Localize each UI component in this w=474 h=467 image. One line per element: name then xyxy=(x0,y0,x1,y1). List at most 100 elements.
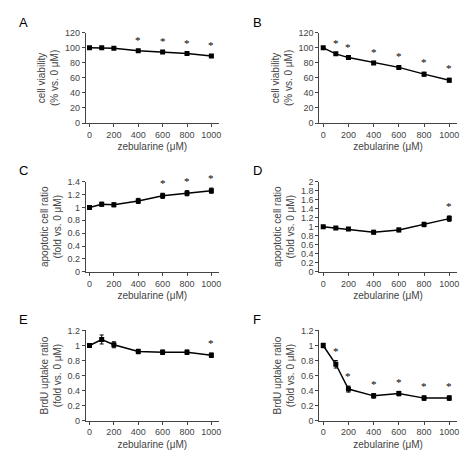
svg-text:apoptotic cell ratio(fold vs.: apoptotic cell ratio(fold vs. 0 μM) xyxy=(272,186,296,267)
svg-text:400: 400 xyxy=(131,130,146,140)
svg-text:*: * xyxy=(345,370,351,382)
svg-text:*: * xyxy=(371,46,377,58)
svg-text:0.2: 0.2 xyxy=(68,254,81,264)
svg-text:100: 100 xyxy=(299,43,314,53)
svg-text:0.8: 0.8 xyxy=(301,231,314,241)
svg-text:cell viability(% vs. 0 μM): cell viability(% vs. 0 μM) xyxy=(36,50,60,106)
svg-text:*: * xyxy=(160,177,166,189)
svg-text:80: 80 xyxy=(70,58,80,68)
svg-text:0: 0 xyxy=(87,427,92,437)
svg-text:BrdU uptake ratio(fold vs. 0 μ: BrdU uptake ratio(fold vs. 0 μM) xyxy=(272,336,296,414)
svg-text:600: 600 xyxy=(155,130,170,140)
svg-text:*: * xyxy=(345,41,351,53)
svg-text:100: 100 xyxy=(65,43,80,53)
svg-text:0.4: 0.4 xyxy=(301,386,314,396)
svg-text:*: * xyxy=(371,378,377,390)
svg-text:1000: 1000 xyxy=(201,279,221,289)
svg-text:0: 0 xyxy=(87,279,92,289)
svg-text:F: F xyxy=(253,312,261,327)
svg-text:1: 1 xyxy=(75,341,80,351)
svg-text:0.2: 0.2 xyxy=(301,401,314,411)
svg-text:0: 0 xyxy=(75,267,80,277)
svg-text:*: * xyxy=(333,345,339,357)
svg-text:1.2: 1.2 xyxy=(301,326,314,336)
svg-text:600: 600 xyxy=(391,279,406,289)
svg-text:*: * xyxy=(421,56,427,68)
svg-text:0.4: 0.4 xyxy=(68,386,81,396)
svg-text:2: 2 xyxy=(309,177,314,187)
svg-text:200: 200 xyxy=(106,427,121,437)
svg-text:800: 800 xyxy=(417,279,432,289)
svg-text:cell viability(% vs. 0 μM): cell viability(% vs. 0 μM) xyxy=(270,50,294,106)
svg-text:0.4: 0.4 xyxy=(68,241,81,251)
svg-text:0.6: 0.6 xyxy=(301,240,314,250)
svg-text:0.6: 0.6 xyxy=(68,228,81,238)
svg-text:800: 800 xyxy=(417,130,432,140)
svg-text:zebularine (μM): zebularine (μM) xyxy=(117,290,187,301)
svg-text:0: 0 xyxy=(87,130,92,140)
svg-text:1.2: 1.2 xyxy=(68,190,81,200)
svg-text:0.8: 0.8 xyxy=(68,356,81,366)
svg-text:120: 120 xyxy=(65,28,80,38)
svg-text:*: * xyxy=(160,35,166,47)
svg-text:800: 800 xyxy=(179,279,194,289)
svg-text:40: 40 xyxy=(70,88,80,98)
svg-text:800: 800 xyxy=(417,427,432,437)
svg-text:1000: 1000 xyxy=(439,279,459,289)
svg-text:*: * xyxy=(396,50,402,62)
svg-text:1: 1 xyxy=(75,203,80,213)
svg-text:1.2: 1.2 xyxy=(301,213,314,223)
svg-text:*: * xyxy=(208,39,214,51)
svg-text:1: 1 xyxy=(309,341,314,351)
svg-text:600: 600 xyxy=(391,427,406,437)
svg-text:BrdU uptake ratio(fold vs. 0 μ: BrdU uptake ratio(fold vs. 0 μM) xyxy=(39,336,63,414)
svg-text:600: 600 xyxy=(155,427,170,437)
svg-text:1000: 1000 xyxy=(201,427,221,437)
svg-text:600: 600 xyxy=(391,130,406,140)
svg-text:0: 0 xyxy=(321,427,326,437)
svg-text:D: D xyxy=(253,163,262,178)
svg-text:400: 400 xyxy=(366,130,381,140)
svg-text:0: 0 xyxy=(309,267,314,277)
svg-text:*: * xyxy=(446,380,452,392)
svg-text:0.8: 0.8 xyxy=(68,215,81,225)
svg-text:40: 40 xyxy=(304,88,314,98)
svg-text:zebularine (μM): zebularine (μM) xyxy=(353,141,423,152)
svg-text:1000: 1000 xyxy=(439,130,459,140)
svg-text:0.6: 0.6 xyxy=(68,371,81,381)
svg-text:400: 400 xyxy=(131,279,146,289)
svg-text:200: 200 xyxy=(341,130,356,140)
svg-text:400: 400 xyxy=(366,427,381,437)
svg-text:zebularine (μM): zebularine (μM) xyxy=(117,439,187,450)
svg-text:80: 80 xyxy=(304,58,314,68)
svg-text:apoptotic cell ratio(fold vs.: apoptotic cell ratio(fold vs. 0 μM) xyxy=(39,186,63,267)
svg-text:1.6: 1.6 xyxy=(301,195,314,205)
svg-text:0: 0 xyxy=(75,118,80,128)
svg-text:E: E xyxy=(19,312,28,327)
svg-text:*: * xyxy=(421,380,427,392)
svg-text:1.4: 1.4 xyxy=(68,177,81,187)
svg-text:*: * xyxy=(446,200,452,212)
svg-text:120: 120 xyxy=(299,28,314,38)
svg-text:1: 1 xyxy=(309,222,314,232)
svg-text:C: C xyxy=(19,163,28,178)
svg-text:200: 200 xyxy=(341,279,356,289)
svg-text:20: 20 xyxy=(70,103,80,113)
svg-text:800: 800 xyxy=(179,130,194,140)
svg-text:200: 200 xyxy=(106,279,121,289)
svg-text:*: * xyxy=(184,37,190,49)
svg-text:800: 800 xyxy=(179,427,194,437)
svg-text:400: 400 xyxy=(131,427,146,437)
svg-text:*: * xyxy=(396,376,402,388)
svg-text:400: 400 xyxy=(366,279,381,289)
svg-text:200: 200 xyxy=(106,130,121,140)
svg-text:*: * xyxy=(184,175,190,187)
svg-text:0.8: 0.8 xyxy=(301,356,314,366)
svg-text:zebularine (μM): zebularine (μM) xyxy=(353,290,423,301)
svg-text:20: 20 xyxy=(304,103,314,113)
svg-text:*: * xyxy=(446,62,452,74)
svg-text:*: * xyxy=(208,337,214,349)
svg-text:0.2: 0.2 xyxy=(68,401,81,411)
svg-text:*: * xyxy=(208,172,214,184)
svg-text:1.4: 1.4 xyxy=(301,204,314,214)
